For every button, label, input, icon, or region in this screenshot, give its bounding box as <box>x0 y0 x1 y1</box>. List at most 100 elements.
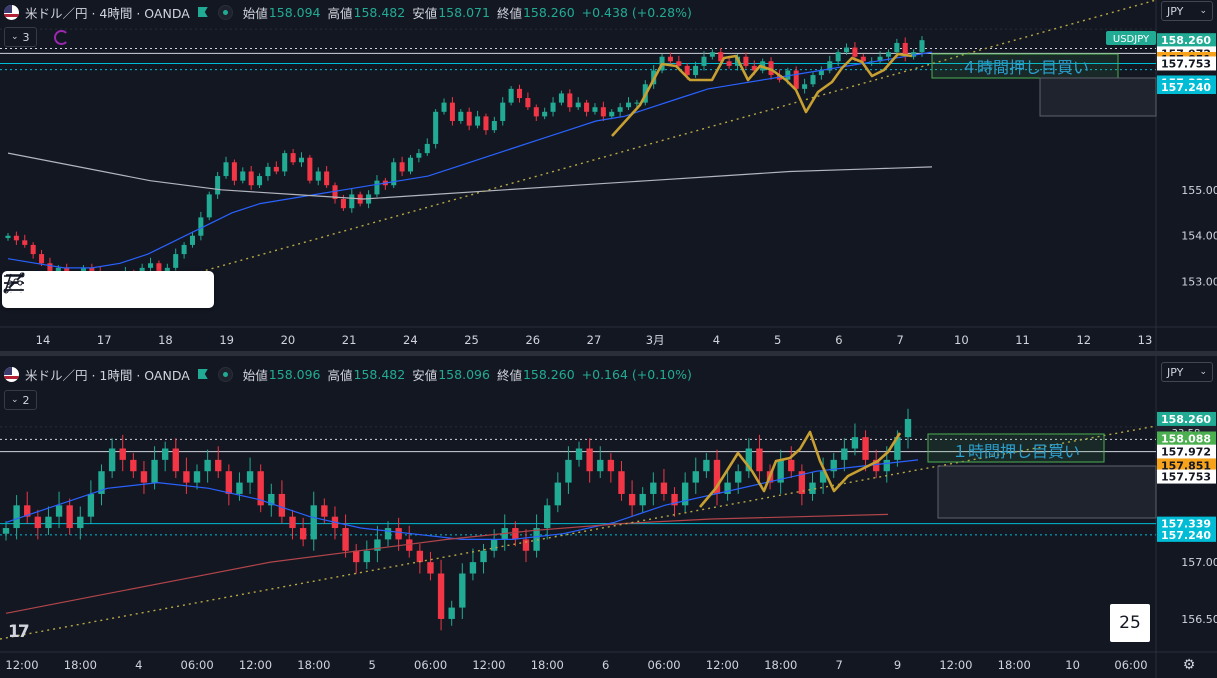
indicator-collapse-button[interactable]: ⌄ 2 <box>4 390 37 410</box>
x-tick-label: 18 <box>158 333 173 347</box>
candle-body <box>98 471 105 494</box>
candle-body <box>735 471 742 483</box>
x-tick-label: 12:00 <box>239 658 272 672</box>
candle-body <box>265 166 271 177</box>
candle-body <box>558 93 564 103</box>
count-badge: 25 <box>1110 604 1150 642</box>
candle-body <box>140 471 148 483</box>
sync-icon[interactable] <box>54 30 69 45</box>
candle-body <box>809 482 816 494</box>
candle-body <box>363 550 370 563</box>
candle-body <box>310 505 317 540</box>
candle-body <box>183 471 190 483</box>
candle-body <box>307 157 313 181</box>
price-label-bg <box>1157 431 1216 446</box>
candle-body <box>768 61 774 76</box>
candle-body <box>173 254 179 268</box>
candle-body <box>894 437 901 460</box>
candle-body <box>416 550 424 563</box>
candle-body <box>151 459 158 483</box>
x-tick-label: 06:00 <box>414 658 447 672</box>
candle-body <box>575 448 583 460</box>
chevron-down-icon: ⌄ <box>1199 6 1207 16</box>
high-value: 158.482 <box>353 366 406 382</box>
candle-body <box>872 459 880 472</box>
symbol-label[interactable]: 米ドル／円 · 1時間 · OANDA <box>25 367 190 383</box>
fib-icon[interactable] <box>4 273 134 305</box>
candle-body <box>204 459 211 472</box>
candle-body <box>894 42 900 53</box>
candle-body <box>597 459 604 472</box>
ray-icon[interactable] <box>4 272 96 305</box>
price-label-bg <box>1157 444 1216 459</box>
data-status-icon[interactable] <box>217 4 233 20</box>
price-label-text: 157.972 <box>1161 446 1211 459</box>
low-value: 158.096 <box>438 366 490 382</box>
x-tick-label: 5 <box>369 658 376 672</box>
chart-canvas-1h[interactable]: １時間押し目買い157.000156.500158.26033:58158.08… <box>0 356 1217 678</box>
change-value: +0.438 (+0.28%) <box>581 4 692 20</box>
currency-select[interactable]: JPY ⌄ <box>1161 1 1213 21</box>
candle-body <box>793 70 799 89</box>
pane-divider[interactable] <box>0 351 1217 356</box>
candle-body <box>77 516 84 529</box>
x-tick-label: 26 <box>525 333 540 347</box>
annotation-label: ４時間押し目買い <box>961 58 1089 77</box>
x-tick-label: 20 <box>281 333 296 347</box>
candle-body <box>777 459 784 483</box>
candle-body <box>119 448 126 460</box>
chart-pane-1h[interactable]: １時間押し目買い157.000156.500158.26033:58158.08… <box>0 356 1217 678</box>
candle-body <box>819 471 827 483</box>
candle-body <box>289 516 296 529</box>
zigzag-drawing <box>611 52 913 137</box>
tradingview-logo-icon[interactable]: 17 <box>8 622 30 642</box>
symbol-label[interactable]: 米ドル／円 · 4時間 · OANDA <box>25 5 190 21</box>
hline-icon[interactable] <box>4 275 172 305</box>
candle-body <box>919 40 925 53</box>
candle-body <box>693 65 699 76</box>
x-tick-label: 18:00 <box>998 658 1031 672</box>
drawing-toolbar[interactable]: ⋮⋮ <box>2 271 214 308</box>
currency-select[interactable]: JPY ⌄ <box>1161 362 1213 382</box>
candle-body <box>743 56 749 66</box>
close-value: 158.260 <box>522 4 575 20</box>
candle-body <box>39 254 45 264</box>
candle-body <box>671 493 678 506</box>
candle-body <box>480 550 487 563</box>
high-label: 高値 <box>327 5 353 21</box>
high-label: 高値 <box>327 367 353 383</box>
chart-canvas-4h[interactable]: ４時間押し目買い153.000154.000155.000158.26002:3… <box>0 0 1217 351</box>
candle-body <box>634 102 640 104</box>
gear-icon[interactable]: ⚙ <box>1182 657 1196 673</box>
price-label-text: 157.753 <box>1161 471 1211 484</box>
candle-body <box>650 482 657 494</box>
price-label-bg <box>1157 458 1216 473</box>
x-tick-label: 19 <box>219 333 234 347</box>
candle-body <box>885 52 891 57</box>
risk-zone-box <box>937 465 1157 519</box>
candle-body <box>189 235 195 245</box>
candle-body <box>475 116 481 126</box>
chart-pane-4h[interactable]: ４時間押し目買い153.000154.000155.000158.26002:3… <box>0 0 1217 351</box>
candle-body <box>198 217 204 236</box>
channels-icon[interactable] <box>4 275 210 305</box>
candle-body <box>299 528 307 540</box>
candle-body <box>324 171 330 186</box>
candle-body <box>544 505 551 529</box>
indicator-collapse-button[interactable]: ⌄ 3 <box>4 27 37 47</box>
candle-body <box>315 171 321 181</box>
trendline-dotted <box>199 0 1157 273</box>
candle-body <box>384 528 392 540</box>
candle-body <box>718 52 724 62</box>
candle-body <box>406 539 413 551</box>
candle-body <box>87 493 95 517</box>
candle-body <box>459 573 466 608</box>
candle-body <box>660 482 668 494</box>
candle-body <box>491 120 497 131</box>
candle-body <box>424 143 430 154</box>
candle-body <box>565 459 572 483</box>
candle-body <box>851 437 859 449</box>
x-tick-label: 4 <box>713 333 720 347</box>
data-status-icon[interactable] <box>217 366 233 382</box>
candle-body <box>437 573 445 619</box>
